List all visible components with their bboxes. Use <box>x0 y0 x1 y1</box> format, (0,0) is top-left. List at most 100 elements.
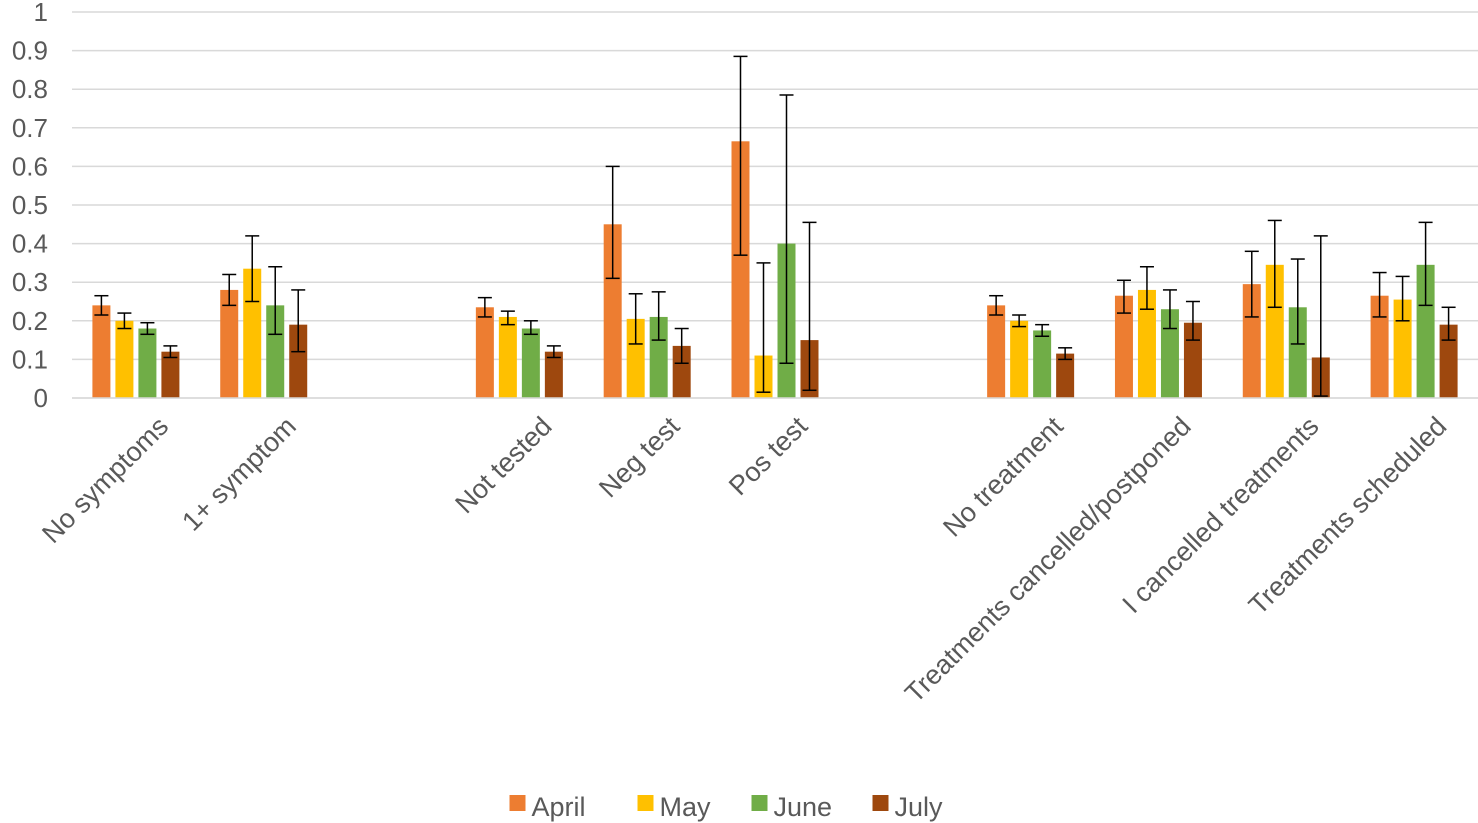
y-tick-label: 0.9 <box>12 36 48 66</box>
y-tick-label: 0.7 <box>12 113 48 143</box>
x-axis: No symptoms 1+ symptom Not tested Neg test P… <box>36 397 1478 709</box>
x-tick-label: No symptoms <box>36 411 174 549</box>
y-tick-label: 0.4 <box>12 229 48 259</box>
error-bar-may-2 <box>500 310 515 326</box>
bars <box>92 141 1458 398</box>
bar-april-6 <box>1114 295 1133 398</box>
bar-june-1 <box>266 305 285 398</box>
error-bar-july-4 <box>802 221 817 392</box>
error-bar-june-6 <box>1162 289 1177 330</box>
error-bar-may-7 <box>1267 219 1282 309</box>
error-bar-april-5 <box>989 294 1004 316</box>
bar-april-7 <box>1242 284 1261 398</box>
y-tick-label: 0.3 <box>12 267 48 297</box>
error-bar-july-8 <box>1441 306 1456 341</box>
error-bar-april-6 <box>1116 279 1131 314</box>
legend-swatch <box>637 795 654 811</box>
bar-july-2 <box>544 351 563 398</box>
error-bar-july-1 <box>291 289 306 353</box>
error-bar-may-5 <box>1012 314 1027 328</box>
legend-item-july: July <box>872 792 944 822</box>
y-tick-label: 0.2 <box>12 306 48 336</box>
bar-june-7 <box>1288 307 1307 398</box>
legend-label: April <box>532 792 586 822</box>
error-bar-june-5 <box>1035 323 1050 337</box>
error-bar-july-3 <box>674 327 689 365</box>
error-bar-july-2 <box>546 345 561 359</box>
bar-may-0 <box>115 320 134 398</box>
error-bar-june-8 <box>1418 221 1433 307</box>
error-bar-june-7 <box>1290 258 1305 345</box>
x-tick-label: Neg test <box>593 411 686 504</box>
y-tick-label: 0 <box>34 383 48 413</box>
bar-may-8 <box>1393 299 1412 398</box>
bar-june-0 <box>138 328 157 398</box>
bar-may-6 <box>1137 289 1156 398</box>
error-bar-july-7 <box>1313 235 1328 397</box>
bar-april-5 <box>987 305 1006 398</box>
bar-july-0 <box>161 351 180 398</box>
error-bar-may-0 <box>117 312 132 330</box>
error-bar-july-5 <box>1058 347 1073 361</box>
error-bar-may-6 <box>1139 266 1154 310</box>
legend-label: July <box>895 792 944 822</box>
error-bar-june-3 <box>651 291 666 341</box>
bar-july-3 <box>672 345 691 398</box>
error-bar-may-3 <box>628 293 643 345</box>
error-bar-may-1 <box>245 235 260 303</box>
y-tick-label: 1 <box>34 0 48 27</box>
bar-may-7 <box>1265 264 1284 398</box>
error-bar-july-0 <box>163 345 178 359</box>
error-bar-april-7 <box>1244 250 1259 318</box>
bar-may-2 <box>498 316 517 398</box>
bar-july-8 <box>1439 324 1458 398</box>
error-bar-april-1 <box>222 273 237 307</box>
bar-june-3 <box>649 316 668 398</box>
y-axis: 0 0.1 0.2 0.3 0.4 0.5 0.6 0.7 0.8 0.9 1 <box>12 0 48 413</box>
error-bar-april-0 <box>94 294 109 316</box>
error-bar-may-8 <box>1395 275 1410 322</box>
error-bar-june-4 <box>779 94 794 365</box>
error-bar-june-1 <box>268 266 283 336</box>
legend-swatch <box>509 795 526 811</box>
error-bar-april-4 <box>733 55 748 256</box>
error-bar-april-8 <box>1372 271 1387 318</box>
x-tick-label: Treatments cancelled/postponed <box>899 411 1197 709</box>
bar-june-8 <box>1416 264 1435 398</box>
legend-label: May <box>660 792 712 822</box>
error-bar-april-3 <box>605 165 620 280</box>
x-tick-label: No treatment <box>937 411 1069 543</box>
bar-april-4 <box>731 141 750 398</box>
bar-june-6 <box>1160 309 1179 398</box>
bar-april-2 <box>475 307 494 398</box>
bar-july-1 <box>289 324 308 398</box>
error-bar-june-0 <box>140 321 155 336</box>
y-tick-label: 0.6 <box>12 151 48 181</box>
bar-june-2 <box>521 328 540 398</box>
y-tick-label: 0.5 <box>12 190 48 220</box>
bar-april-0 <box>92 305 111 398</box>
y-tick-label: 0.8 <box>12 74 48 104</box>
error-bar-june-2 <box>523 320 538 336</box>
error-bars <box>94 55 1456 397</box>
legend-item-june: June <box>751 792 833 822</box>
x-tick-label: Pos test <box>723 411 814 502</box>
error-bar-july-6 <box>1185 300 1200 341</box>
legend-label: June <box>774 792 833 822</box>
bar-april-8 <box>1370 295 1389 398</box>
bar-may-3 <box>626 318 645 398</box>
legend-item-may: May <box>637 792 712 822</box>
error-bar-may-4 <box>756 262 771 393</box>
bar-april-1 <box>220 289 239 398</box>
x-tick-label: 1+ symptom <box>176 411 302 537</box>
legend-item-april: April <box>509 792 586 822</box>
legend: April May June July <box>509 792 944 822</box>
y-tick-label: 0.1 <box>12 344 48 374</box>
error-bar-april-2 <box>477 296 492 318</box>
bar-july-6 <box>1183 322 1202 398</box>
bar-april-3 <box>603 224 622 398</box>
bar-july-5 <box>1056 353 1075 398</box>
x-tick-label: Not tested <box>449 411 557 519</box>
bar-may-5 <box>1010 320 1029 398</box>
